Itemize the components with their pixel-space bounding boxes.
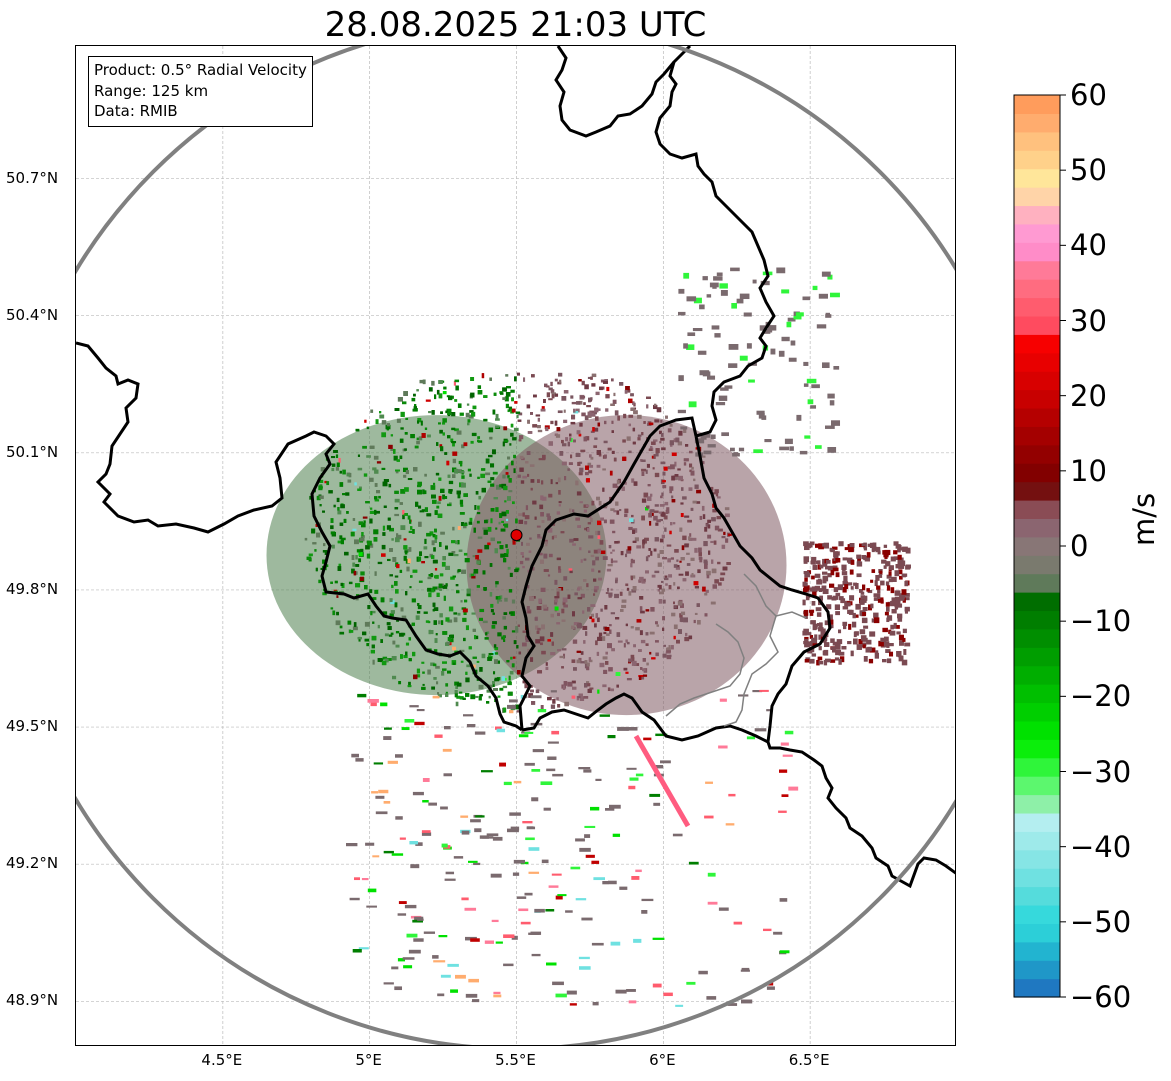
- colorbar-band: [1014, 260, 1060, 280]
- colorbar-band: [1014, 702, 1060, 722]
- colorbar-band: [1014, 978, 1060, 998]
- radial-spike: [633, 734, 691, 828]
- radar-map-canvas: [76, 46, 955, 1045]
- colorbar-band: [1014, 886, 1060, 906]
- border-saarland-east: [775, 611, 807, 619]
- colorbar-band: [1014, 812, 1060, 832]
- colorbar-tick-label: −50: [1070, 904, 1132, 939]
- colorbar-band: [1014, 352, 1060, 372]
- colorbar-band: [1014, 849, 1060, 869]
- colorbar-band: [1014, 205, 1060, 225]
- longitude-tick-label: 6.5°E: [788, 1051, 830, 1069]
- colorbar-band: [1014, 463, 1060, 483]
- echo-underlay: [266, 415, 787, 716]
- colorbar-band: [1014, 499, 1060, 519]
- colorbar-band: [1014, 223, 1060, 243]
- colorbar-band: [1014, 665, 1060, 685]
- colorbar-band: [1014, 389, 1060, 409]
- info-range: Range: 125 km: [94, 81, 209, 100]
- colorbar-band: [1014, 720, 1060, 740]
- latitude-tick-label: 49.8°N: [6, 579, 59, 598]
- colorbar-band: [1014, 610, 1060, 630]
- colorbar-band: [1014, 131, 1060, 151]
- longitude-tick-label: 5.5°E: [495, 1051, 536, 1069]
- colorbar-band: [1014, 536, 1060, 556]
- radar-site-marker[interactable]: [510, 529, 523, 542]
- border-belgium-germany: [654, 46, 776, 438]
- colorbar-tick-label: −20: [1070, 679, 1132, 714]
- colorbar-tick-label: 50: [1070, 153, 1107, 188]
- border-belgium-france: [76, 341, 523, 732]
- colorbar-band: [1014, 95, 1060, 115]
- colorbar-band: [1014, 941, 1060, 961]
- latitude-tick-label: 49.5°N: [6, 717, 59, 736]
- border-rlp-south: [665, 623, 745, 717]
- colorbar-band: [1014, 279, 1060, 299]
- colorbar-band: [1014, 444, 1060, 464]
- colorbar-band: [1014, 168, 1060, 188]
- colorbar-band: [1014, 923, 1060, 943]
- colorbar-band: [1014, 426, 1060, 446]
- colorbar-band: [1014, 776, 1060, 796]
- border-luxembourg-france: [521, 692, 955, 889]
- colorbar-unit-label: m/s: [1127, 492, 1161, 546]
- radar-map[interactable]: [75, 45, 956, 1046]
- latitude-tick-label: 50.7°N: [6, 168, 59, 187]
- page-title: 28.08.2025 21:03 UTC: [324, 5, 707, 45]
- longitude-tick-label: 5°E: [355, 1051, 382, 1069]
- longitude-tick-label: 4.5°E: [201, 1051, 243, 1069]
- colorbar-tick-label: 0: [1070, 529, 1089, 563]
- colorbar-band: [1014, 150, 1060, 170]
- colorbar-band: [1014, 592, 1060, 612]
- latitude-tick-label: 50.1°N: [6, 442, 59, 461]
- colorbar-tick-label: −60: [1070, 980, 1132, 1014]
- colorbar-band: [1014, 371, 1060, 391]
- colorbar-band: [1014, 481, 1060, 501]
- colorbar-band: [1014, 518, 1060, 538]
- colorbar-band: [1014, 334, 1060, 354]
- country-borders: [76, 46, 955, 889]
- colorbar-band: [1014, 113, 1060, 133]
- latitude-tick-label: 48.9°N: [6, 991, 59, 1010]
- colorbar-tick-label: 60: [1070, 78, 1107, 112]
- colorbar-band: [1014, 315, 1060, 335]
- colorbar-band: [1014, 794, 1060, 814]
- colorbar-band: [1014, 407, 1060, 427]
- colorbar-band: [1014, 628, 1060, 648]
- colorbar-tick-label: −40: [1070, 829, 1132, 864]
- colorbar-tick-label: 10: [1070, 453, 1107, 488]
- colorbar-tick-label: −30: [1070, 754, 1132, 789]
- latitude-tick-label: 49.2°N: [6, 854, 59, 873]
- colorbar-band: [1014, 297, 1060, 317]
- border-belgium-luxembourg: [518, 416, 698, 731]
- colorbar-band: [1014, 647, 1060, 667]
- colorbar-band: [1014, 831, 1060, 851]
- colorbar-tick-label: 20: [1070, 378, 1107, 413]
- colorbar-tick-label: 30: [1070, 303, 1107, 338]
- colorbar-band: [1014, 904, 1060, 924]
- colorbar-band: [1014, 868, 1060, 888]
- colorbar-tick-label: 40: [1070, 228, 1107, 263]
- colorbar-band: [1014, 757, 1060, 777]
- colorbar-band: [1014, 555, 1060, 575]
- product-info-box: Product: 0.5° Radial Velocity Range: 125…: [88, 56, 313, 127]
- colorbar-band: [1014, 684, 1060, 704]
- colorbar-band: [1014, 960, 1060, 980]
- colorbar-tick-label: −10: [1070, 604, 1132, 639]
- longitude-tick-label: 6°E: [649, 1051, 676, 1069]
- latitude-tick-label: 50.4°N: [6, 305, 59, 324]
- info-product: Product: 0.5° Radial Velocity: [94, 61, 307, 79]
- velocity-colorbar: [1013, 94, 1066, 998]
- colorbar-band: [1014, 739, 1060, 759]
- colorbar-band: [1014, 242, 1060, 262]
- border-netherlands: [554, 46, 676, 138]
- colorbar-band: [1014, 573, 1060, 593]
- colorbar-band: [1014, 187, 1060, 207]
- border-saarland: [723, 573, 779, 727]
- border-luxembourg-germany: [694, 435, 832, 743]
- velocity-echoes: [266, 267, 911, 1007]
- info-data-source: Data: RMIB: [94, 102, 178, 120]
